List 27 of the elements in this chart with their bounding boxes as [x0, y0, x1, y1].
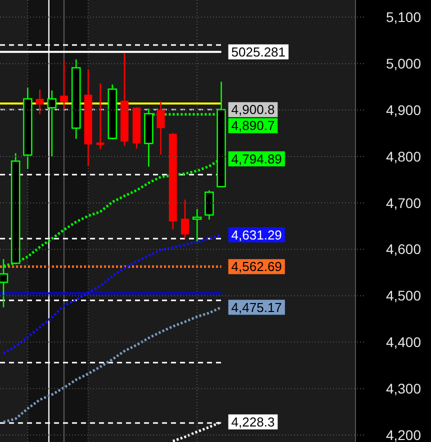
candlestick: [47, 90, 57, 158]
candlestick: [204, 190, 214, 220]
y-tick-label: 4,500: [386, 288, 422, 304]
candlestick: [36, 88, 44, 115]
candlestick: [96, 82, 104, 150]
line-series: [2, 234, 223, 355]
data-label: 4,475.17: [231, 300, 282, 315]
candlestick: [181, 198, 189, 240]
ref-line-label: 4,900.8: [231, 102, 275, 118]
ref-line-label: 5025.281: [231, 44, 286, 60]
candlestick: [156, 101, 165, 156]
data-label: 4,890.7: [231, 118, 275, 134]
y-tick-label: 4,600: [386, 241, 422, 258]
y-tick-label: 4,400: [386, 334, 422, 350]
y-tick-label: 5,000: [386, 56, 422, 72]
y-tick-label: 5,100: [386, 9, 422, 26]
ref-line-label: 4,562.69: [231, 259, 282, 274]
y-tick-label: 4,200: [386, 426, 422, 442]
data-label: 4,631.29: [231, 227, 282, 242]
y-tick-label: 4,700: [386, 194, 422, 211]
y-tick-label: 4,300: [386, 380, 422, 397]
y-tick-label: 4,800: [386, 148, 422, 164]
candlestick: [60, 60, 68, 110]
data-label: 4,794.89: [231, 151, 282, 166]
data-label: 4,228.3: [231, 414, 275, 430]
candlestick: [192, 208, 202, 242]
y-tick-label: 4,900: [386, 102, 422, 118]
